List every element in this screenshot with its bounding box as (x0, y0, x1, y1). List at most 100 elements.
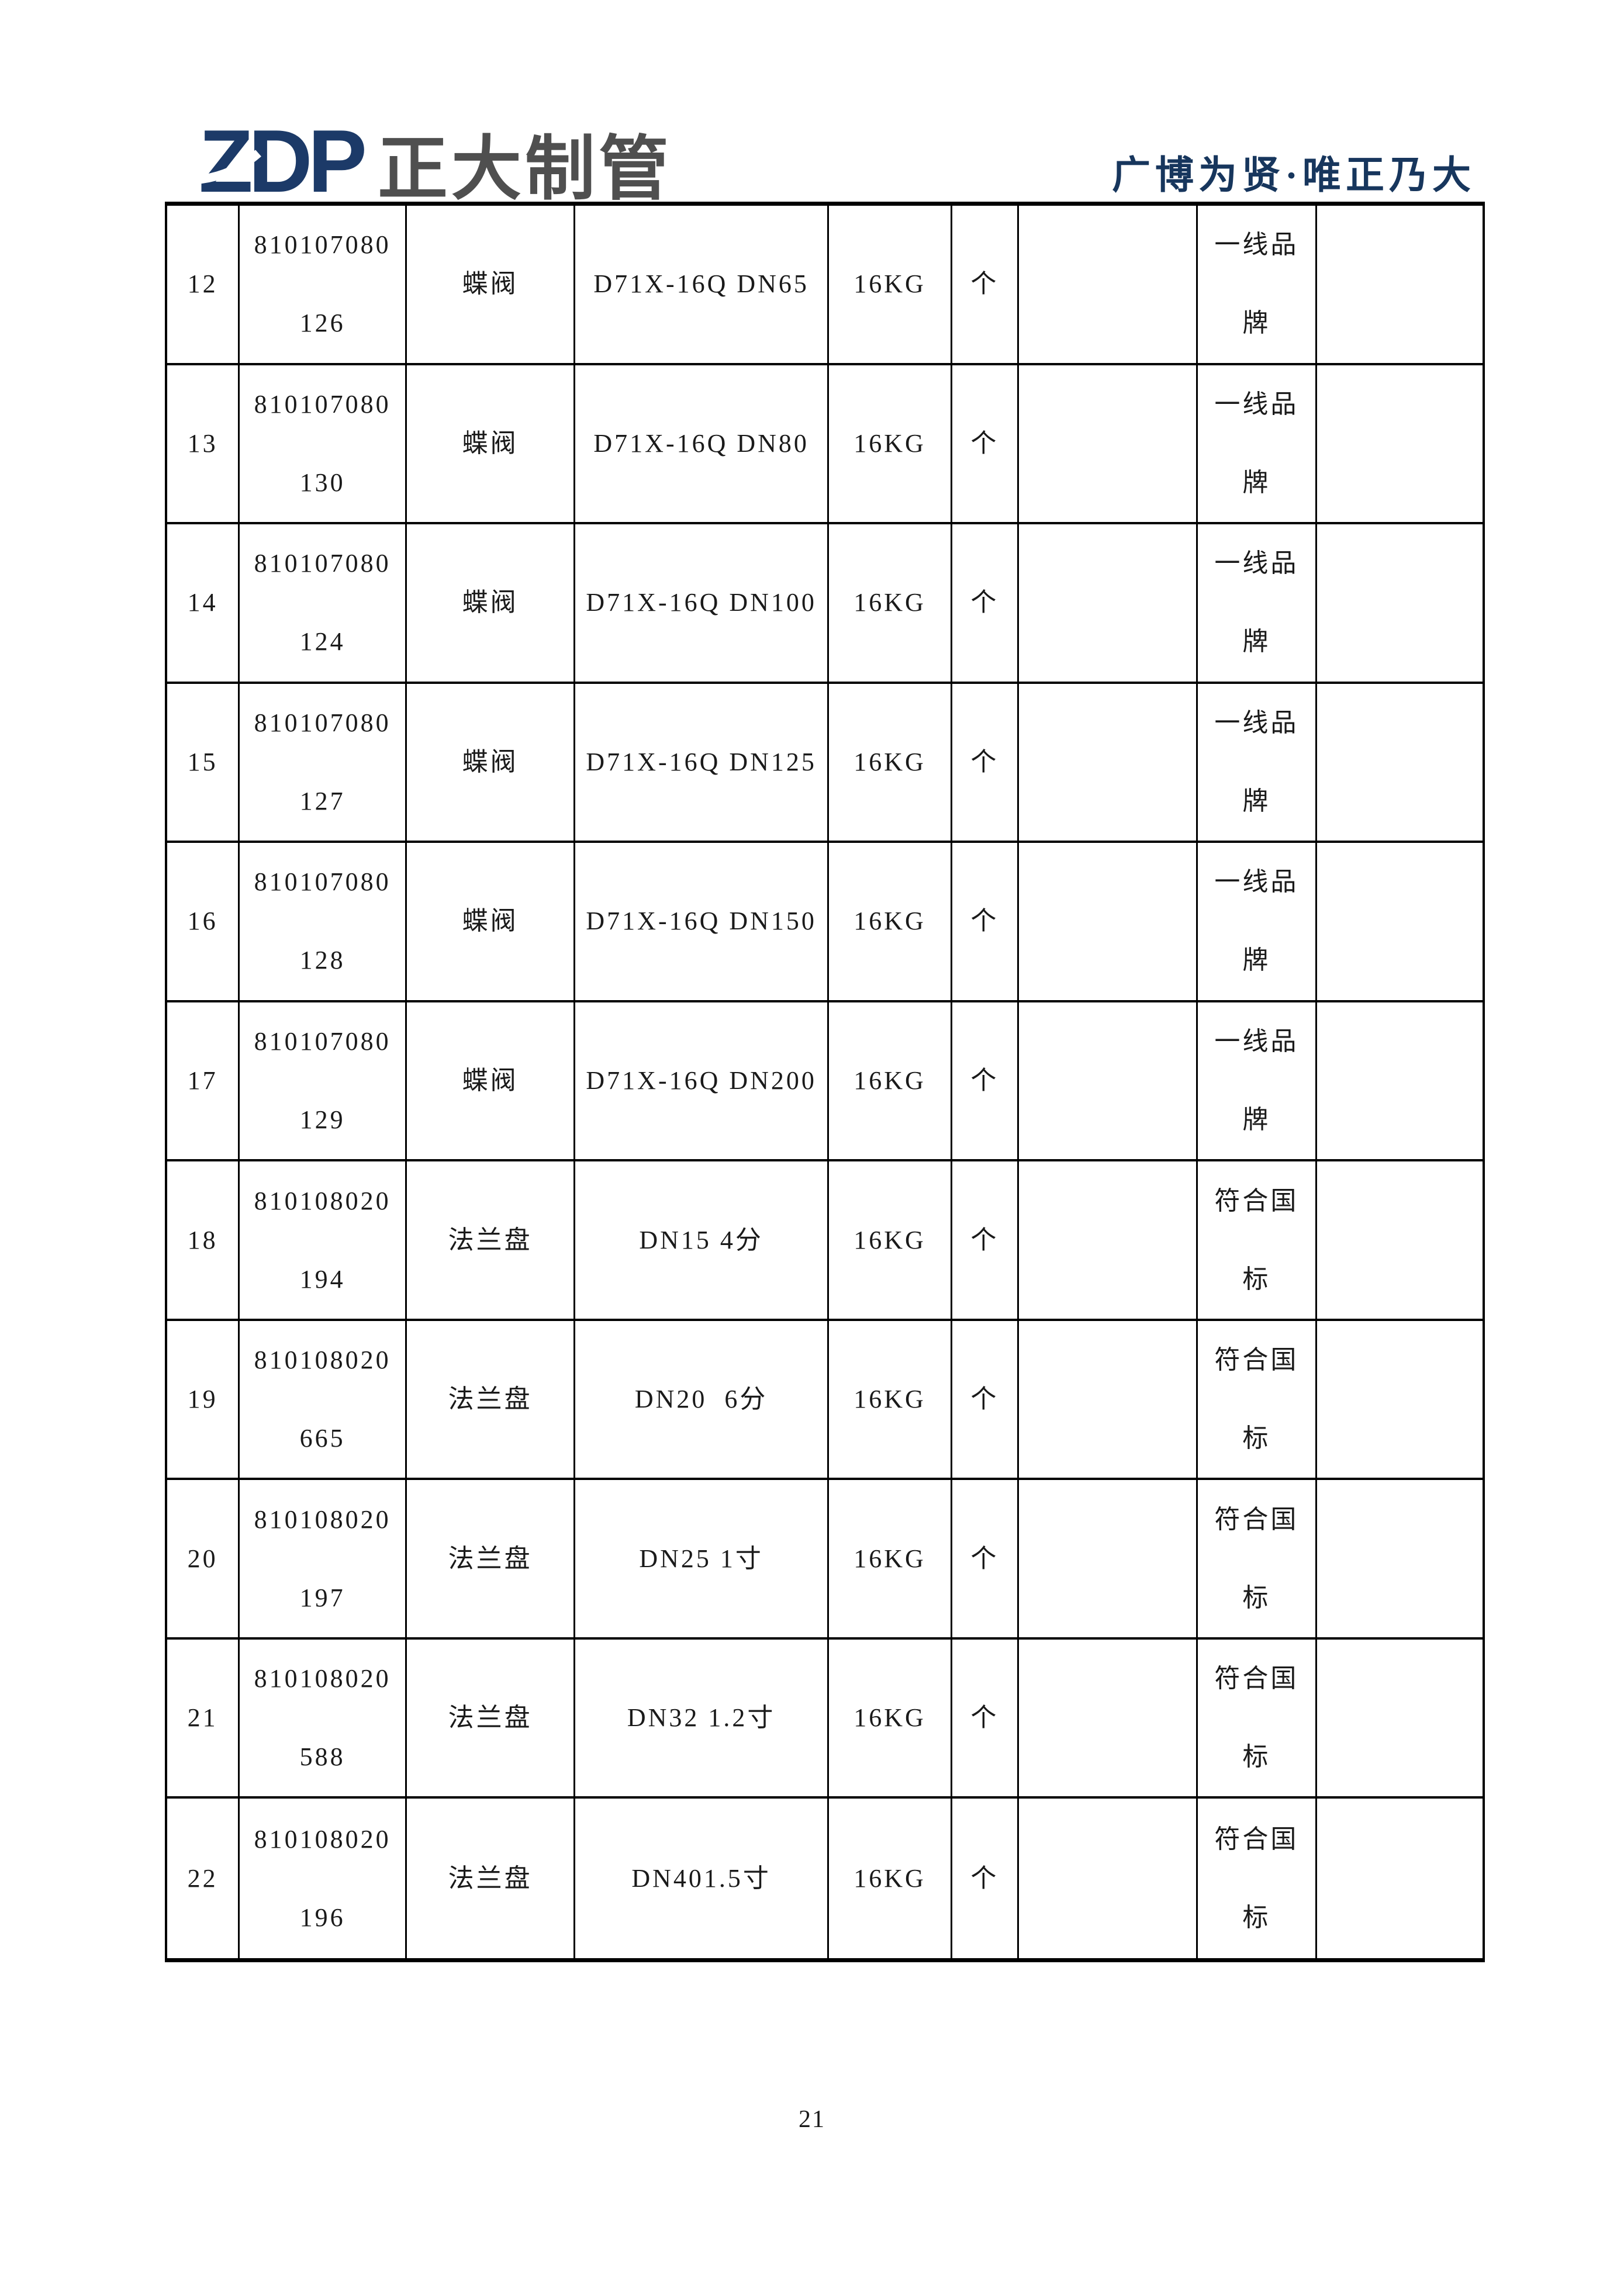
note-cell-text: 一线品 (1214, 708, 1299, 737)
note-cell: 符合国标 (1198, 1639, 1317, 1797)
name-cell: 蝶阀 (407, 683, 576, 841)
page-number: 21 (799, 2106, 825, 2133)
code-cell-text: 194 (299, 1264, 345, 1294)
note-cell-text: 牌 (1242, 786, 1271, 815)
row-number-cell: 21 (167, 1639, 240, 1797)
note-cell: 一线品牌 (1198, 365, 1317, 523)
unit-cell-text: 个 (970, 428, 999, 458)
qty-cell (1019, 206, 1198, 363)
note-cell-text: 标 (1242, 1264, 1271, 1294)
note-cell-text: 一线品 (1214, 230, 1299, 260)
price-cell (1317, 1321, 1483, 1478)
code-cell-text: 810107080 (254, 867, 391, 897)
row-number-cell-text: 14 (187, 588, 218, 617)
name-cell-text: 法兰盘 (448, 1225, 533, 1254)
code-cell-text: 810107080 (254, 549, 391, 578)
spec-cell: DN32 1.2寸 (575, 1639, 830, 1797)
qty-cell (1019, 1161, 1198, 1319)
price-cell (1317, 1799, 1483, 1958)
pressure-cell: 16KG (829, 1002, 952, 1160)
note-cell-text: 牌 (1242, 627, 1271, 656)
note-cell-text: 牌 (1242, 468, 1271, 497)
pressure-cell-text: 16KG (854, 1703, 926, 1733)
row-number-cell: 12 (167, 206, 240, 363)
name-cell: 法兰盘 (407, 1161, 576, 1319)
spec-cell: DN25 1寸 (575, 1480, 830, 1637)
unit-cell: 个 (952, 1639, 1020, 1797)
note-cell-text: 标 (1242, 1903, 1271, 1932)
code-cell: 810107080 130 (240, 365, 407, 523)
name-cell: 蝶阀 (407, 1002, 576, 1160)
pressure-cell-text: 16KG (854, 907, 926, 936)
table-row: 19 810108020 665 法兰盘 DN20 6分 16KG 个 符合国标 (167, 1320, 1483, 1481)
qty-cell (1019, 683, 1198, 841)
code-cell-text: 810108020 (254, 1505, 391, 1534)
pressure-cell-text: 16KG (854, 588, 926, 617)
note-cell-text: 标 (1242, 1424, 1271, 1453)
spec-cell-text: DN32 1.2寸 (627, 1703, 776, 1733)
pressure-cell: 16KG (829, 524, 952, 682)
unit-cell-text: 个 (970, 907, 999, 936)
row-number-cell-text: 22 (187, 1863, 218, 1893)
pressure-cell: 16KG (829, 206, 952, 363)
spec-cell-text: D71X-16Q DN125 (586, 747, 817, 776)
note-cell: 符合国标 (1198, 1161, 1317, 1319)
name-cell-text: 蝶阀 (462, 428, 519, 458)
code-cell-text: 810108020 (254, 1346, 391, 1375)
table-row: 14 810107080 124 蝶阀 D71X-16Q DN100 16KG 个 一线品牌 (167, 524, 1483, 684)
zdp-logo-text: ZDP (199, 112, 367, 211)
pressure-cell-text: 16KG (854, 1544, 926, 1573)
price-cell (1317, 1480, 1483, 1637)
table-row: 15 810107080 127 蝶阀 D71X-16Q DN125 16KG 个 一线品牌 (167, 683, 1483, 843)
table-row: 21 810108020 588 法兰盘 DN32 1.2寸 16KG 个 符合国标 (167, 1639, 1483, 1799)
unit-cell: 个 (952, 683, 1020, 841)
page-header: ZDP 正大制管 广博为贤·唯正乃大 (0, 0, 1624, 206)
row-number-cell: 19 (167, 1320, 240, 1478)
spec-cell: D71X-16Q DN200 (575, 1002, 830, 1160)
row-number-cell: 18 (167, 1161, 240, 1319)
row-number-cell-text: 21 (187, 1703, 218, 1733)
unit-cell-text: 个 (970, 1703, 999, 1733)
row-number-cell-text: 16 (187, 907, 218, 936)
row-number-cell-text: 13 (187, 428, 218, 458)
note-cell-text: 符合国 (1214, 1664, 1299, 1693)
note-cell: 符合国标 (1198, 1320, 1317, 1478)
code-cell-text: 810107080 (254, 389, 391, 419)
pressure-cell: 16KG (829, 1799, 952, 1958)
pressure-cell: 16KG (829, 365, 952, 523)
spec-cell-text: D71X-16Q DN150 (586, 907, 817, 936)
unit-cell: 个 (952, 1320, 1020, 1478)
note-cell-text: 标 (1242, 1742, 1271, 1772)
spec-cell-text: D71X-16Q DN65 (593, 269, 809, 299)
row-number-cell-text: 18 (187, 1225, 218, 1254)
row-number-cell: 17 (167, 1002, 240, 1160)
spec-cell: DN401.5寸 (575, 1799, 830, 1958)
name-cell-text: 蝶阀 (462, 1066, 519, 1095)
row-number-cell-text: 19 (187, 1385, 218, 1414)
code-cell: 810107080 128 (240, 843, 407, 1000)
name-cell: 法兰盘 (407, 1320, 576, 1478)
spec-cell-text: DN25 1寸 (639, 1544, 763, 1573)
spec-cell: D71X-16Q DN125 (575, 683, 830, 841)
code-cell-text: 130 (299, 468, 345, 497)
code-cell: 810108020 194 (240, 1161, 407, 1319)
spec-cell-text: DN15 4分 (639, 1225, 763, 1254)
unit-cell: 个 (952, 206, 1020, 363)
unit-cell: 个 (952, 1799, 1020, 1958)
note-cell-text: 符合国 (1214, 1186, 1299, 1215)
row-number-cell-text: 17 (187, 1066, 218, 1095)
note-cell: 一线品牌 (1198, 1002, 1317, 1160)
note-cell: 一线品牌 (1198, 524, 1317, 682)
code-cell-text: 810107080 (254, 1026, 391, 1056)
note-cell: 一线品牌 (1198, 843, 1317, 1000)
code-cell-text: 665 (299, 1424, 345, 1453)
row-number-cell: 20 (167, 1480, 240, 1637)
spec-cell: D71X-16Q DN65 (575, 206, 830, 363)
code-cell-text: 810107080 (254, 230, 391, 260)
code-cell-text: 588 (299, 1742, 345, 1772)
note-cell-text: 一线品 (1214, 867, 1299, 897)
name-cell: 法兰盘 (407, 1480, 576, 1637)
row-number-cell: 13 (167, 365, 240, 523)
name-cell: 法兰盘 (407, 1799, 576, 1958)
